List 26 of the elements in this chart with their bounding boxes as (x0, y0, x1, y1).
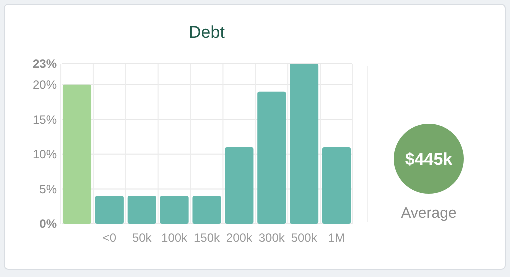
chart-title: Debt (189, 23, 226, 42)
x-tick-label: 1M (328, 231, 346, 245)
text: Average (401, 205, 457, 222)
x-tick-label: 100k (162, 231, 189, 245)
bar (258, 92, 286, 224)
bar (160, 196, 189, 224)
x-tick-label: 150k (194, 231, 222, 245)
x-tick-label: 500k (291, 231, 318, 245)
bar (192, 196, 222, 224)
bar (322, 147, 352, 224)
bar (62, 84, 92, 224)
y-tick-label: 20% (32, 78, 58, 92)
y-tick-label: 5% (40, 182, 58, 196)
bar (95, 196, 124, 224)
x-tick-label: 200k (226, 231, 254, 245)
bar (225, 147, 254, 224)
bar (290, 64, 319, 224)
x-tick-label: 300k (258, 231, 286, 245)
y-tick-label: 23% (32, 57, 58, 72)
x-tick-label: <0 (102, 231, 117, 245)
y-tick-label: 10% (32, 148, 58, 162)
bar (128, 196, 156, 224)
y-tick-label: 0% (40, 217, 58, 232)
x-tick-label: 50k (132, 231, 153, 245)
y-tick-label: 15% (32, 112, 58, 127)
text: $445k (405, 150, 454, 169)
